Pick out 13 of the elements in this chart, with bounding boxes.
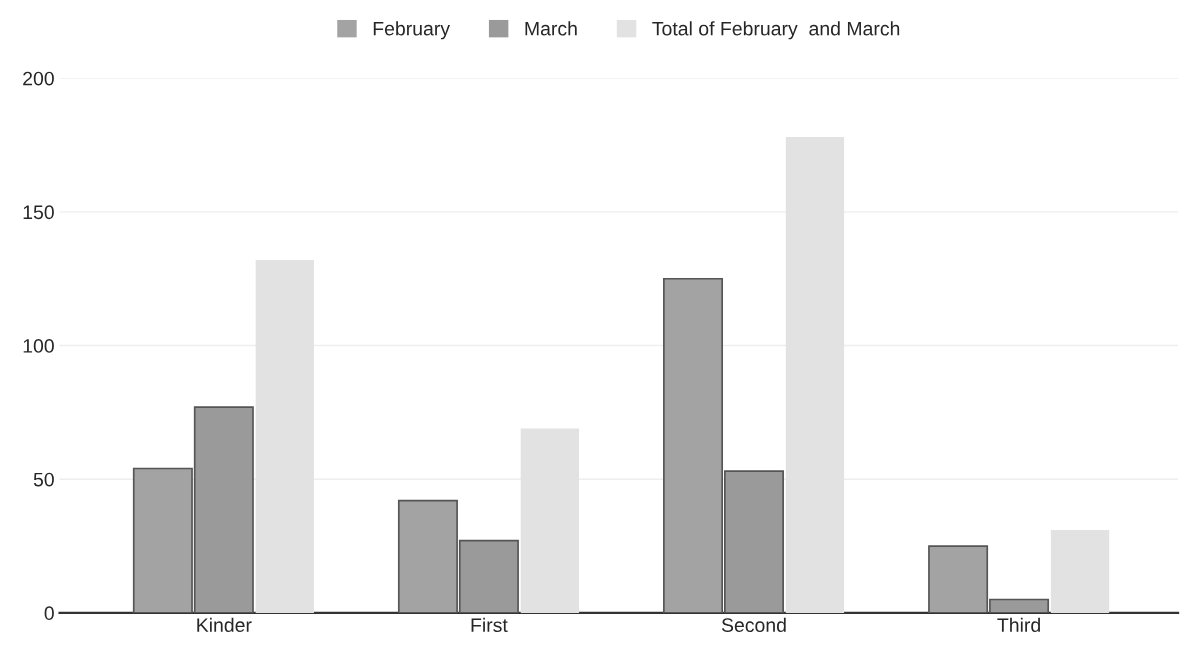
y-tick-label: 150 (23, 205, 54, 220)
y-tick-label: 100 (23, 339, 54, 353)
legend-label: March (525, 21, 577, 36)
y-tick-label: 200 (23, 71, 54, 86)
x-tick-label: Third (997, 617, 1040, 633)
y-tick-label: 50 (33, 472, 54, 487)
x-tick-label: Second (721, 617, 786, 633)
legend-label: Total of February and March (652, 21, 900, 40)
y-tick-label: 0 (44, 606, 54, 621)
legend-label: February (373, 21, 450, 40)
x-tick-label: First (471, 617, 508, 633)
bar (1050, 530, 1110, 613)
x-tick-label: Kinder (197, 617, 252, 633)
